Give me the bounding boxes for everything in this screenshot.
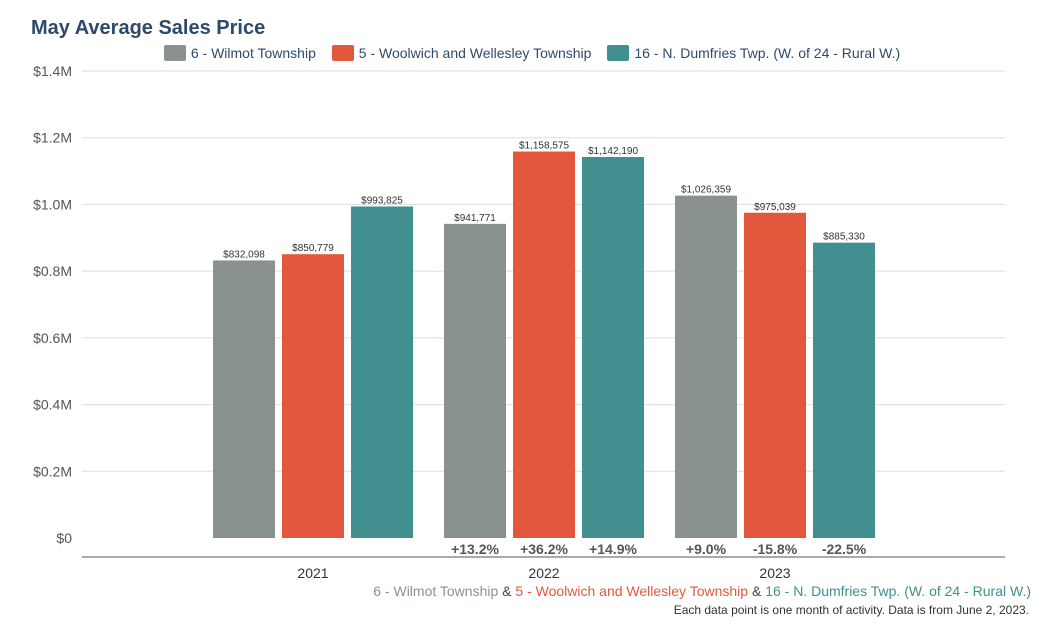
y-tick-label: $0.2M [33, 463, 72, 479]
change-label: +13.2% [451, 541, 499, 557]
y-tick-label: $1.4M [33, 63, 72, 79]
legend-label-dumfries: 16 - N. Dumfries Twp. (W. of 24 - Rural … [634, 45, 901, 62]
chart-title: May Average Sales Price [31, 17, 266, 39]
bar-wilmot-2021 [213, 260, 275, 538]
footer-series-wilmot: 6 - Wilmot Township [373, 583, 499, 599]
x-tick-label: 2022 [528, 565, 559, 581]
footer-note: Each data point is one month of activity… [673, 603, 1029, 617]
bar-dumfries-2022 [582, 156, 644, 538]
data-label: $1,026,359 [681, 185, 731, 196]
data-label: $885,330 [823, 232, 865, 243]
legend-label-woolwich: 5 - Woolwich and Wellesley Township [358, 45, 592, 62]
y-tick-label: $0.4M [33, 397, 72, 413]
data-label: $850,779 [292, 243, 334, 254]
y-tick-label: $1.2M [33, 130, 72, 146]
legend-item-woolwich[interactable]: 5 - Woolwich and Wellesley Township [331, 45, 592, 62]
y-tick-label: $0.8M [33, 263, 72, 279]
footer-series-woolwich: 5 - Woolwich and Wellesley Township [515, 583, 749, 599]
legend-swatch-dumfries [607, 45, 630, 62]
change-label: +36.2% [520, 541, 568, 557]
legend-swatch-wilmot [163, 45, 186, 62]
legend-item-dumfries[interactable]: 16 - N. Dumfries Twp. (W. of 24 - Rural … [607, 45, 901, 62]
legend-swatch-woolwich [331, 45, 354, 62]
change-label: +9.0% [686, 541, 727, 557]
bar-dumfries-2023 [813, 242, 875, 539]
footer-series-dumfries: 16 - N. Dumfries Twp. (W. of 24 - Rural … [765, 583, 1031, 599]
bar-dumfries-2021 [351, 206, 413, 538]
bar-woolwich-2021 [282, 254, 344, 538]
bar-wilmot-2023 [675, 195, 737, 538]
data-label: $975,039 [754, 202, 796, 213]
legend: 6 - Wilmot Township 5 - Woolwich and Wel… [0, 44, 1064, 62]
change-label: +14.9% [589, 541, 637, 557]
y-tick-label: $1.0M [33, 196, 72, 212]
legend-item-wilmot[interactable]: 6 - Wilmot Township [163, 45, 316, 62]
data-label: $832,098 [223, 249, 265, 260]
bar-wilmot-2022 [444, 223, 506, 538]
bar-woolwich-2023 [744, 212, 806, 538]
change-label: -15.8% [753, 541, 798, 557]
footer-separator: & [751, 583, 762, 599]
footer-series-line: 6 - Wilmot Township & 5 - Woolwich and W… [373, 583, 1031, 599]
legend-label-wilmot: 6 - Wilmot Township [190, 45, 316, 62]
change-label: -22.5% [822, 541, 867, 557]
data-label: $941,771 [454, 213, 496, 224]
x-tick-label: 2023 [759, 565, 790, 581]
footer-separator: & [502, 583, 512, 599]
data-label: $1,158,575 [519, 141, 569, 152]
data-label: $1,142,190 [588, 146, 638, 157]
x-tick-label: 2021 [297, 565, 328, 581]
y-tick-label: $0 [56, 530, 72, 546]
bar-woolwich-2022 [513, 151, 575, 539]
y-tick-label: $0.6M [33, 330, 72, 346]
data-label: $993,825 [361, 195, 403, 206]
